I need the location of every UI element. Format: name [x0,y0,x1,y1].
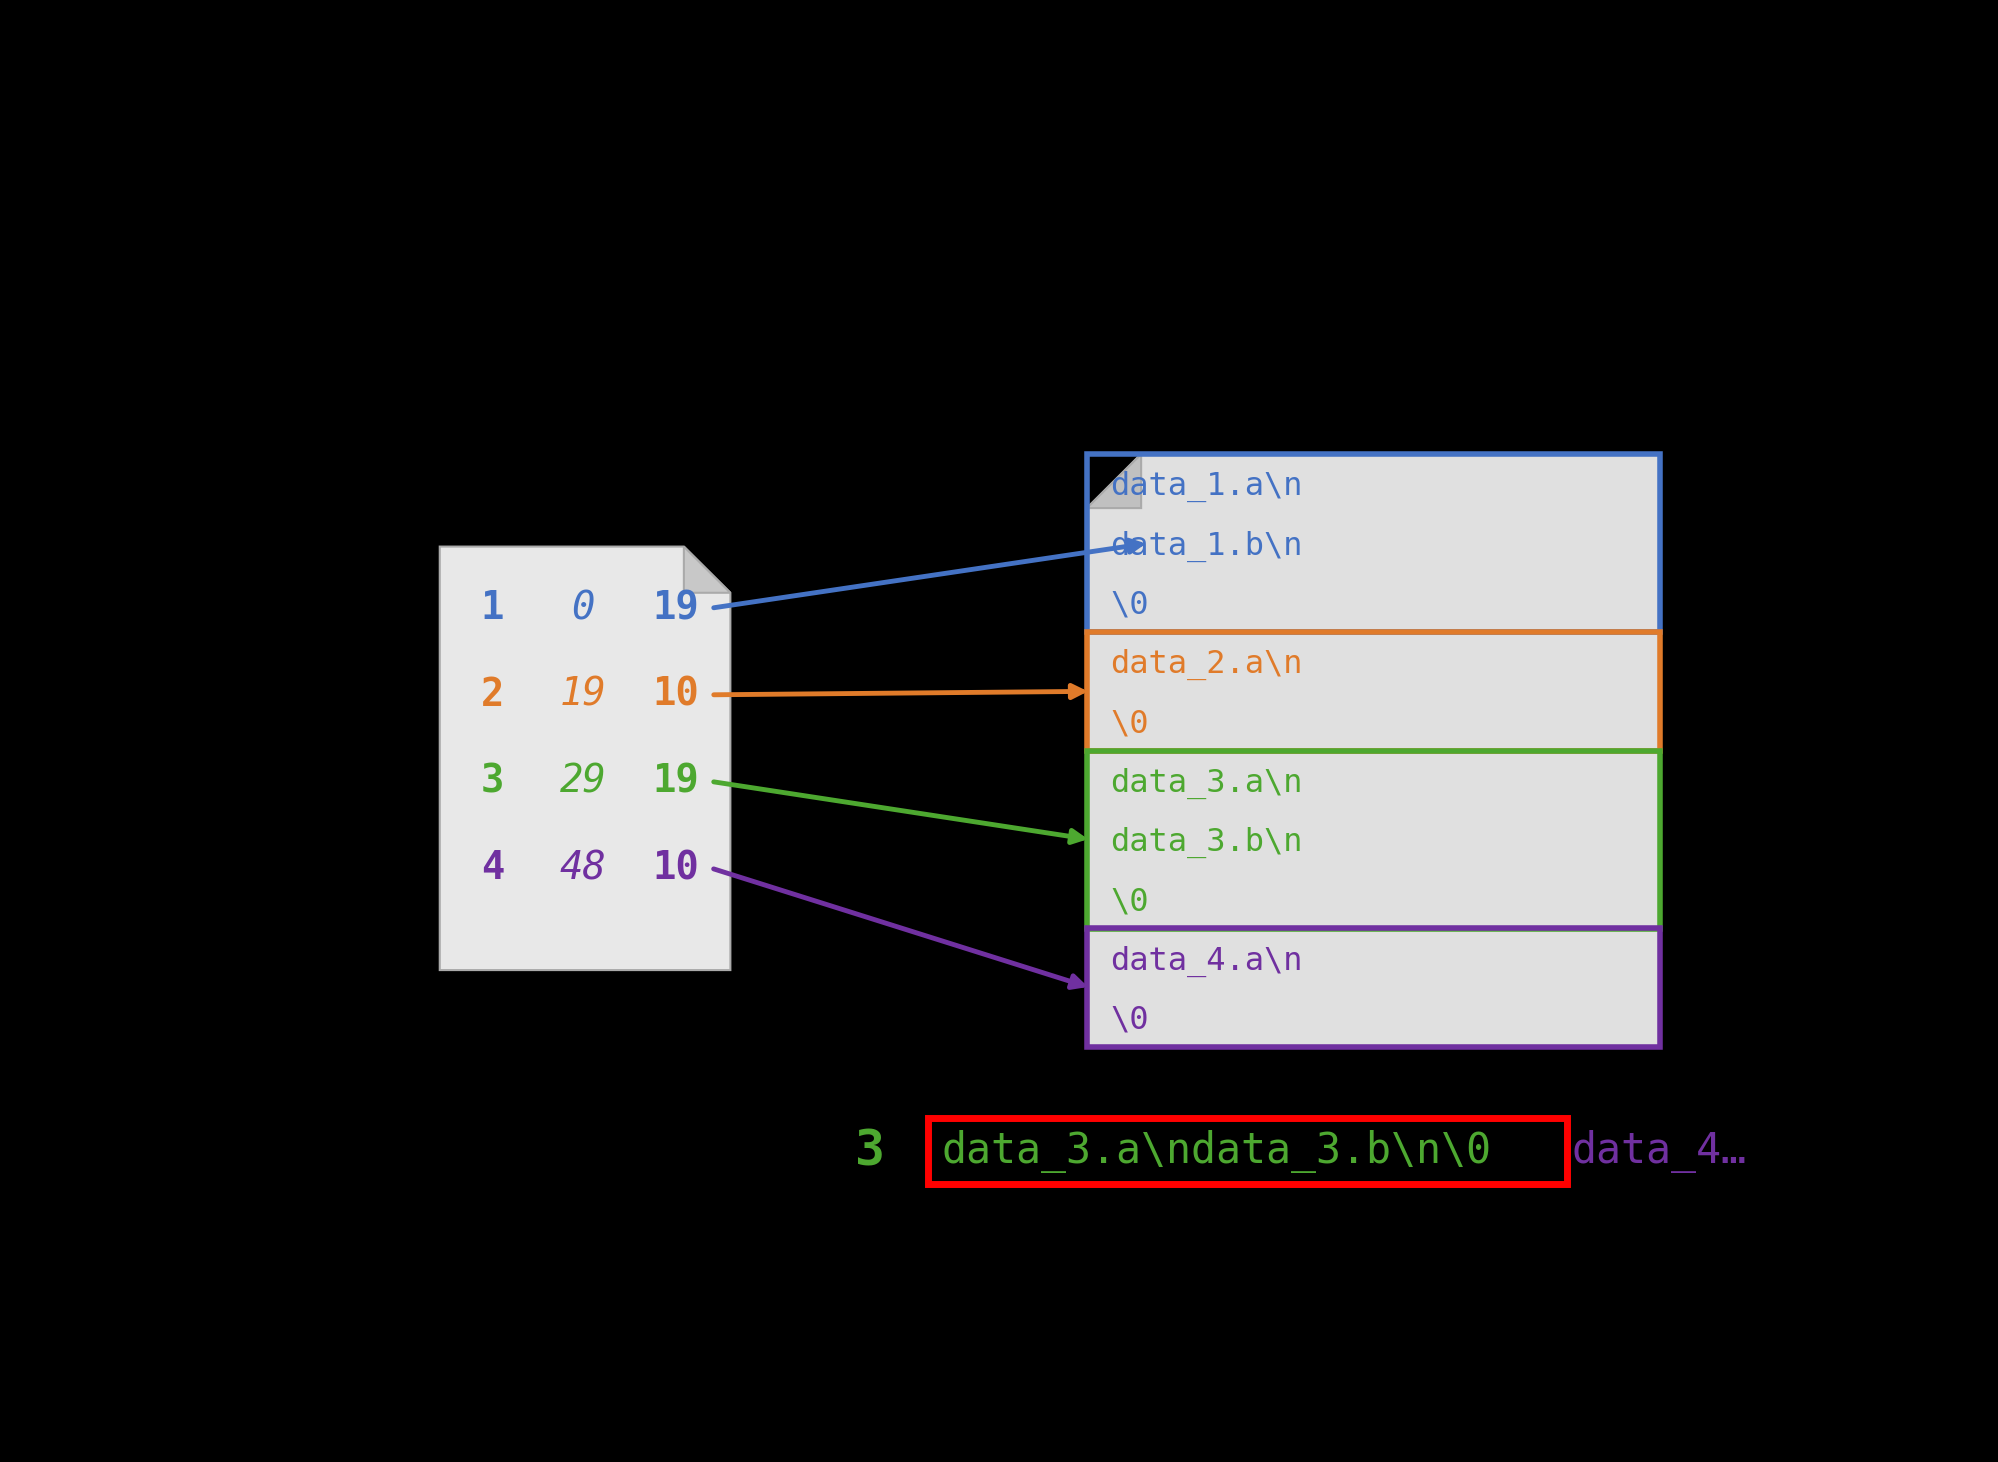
Text: 1: 1 [482,589,503,627]
Text: data_3.a\n: data_3.a\n [1109,768,1303,798]
Text: data_4…: data_4… [1570,1130,1746,1173]
Bar [1087,750,1660,928]
Text: data_3.a\ndata_3.b\n\0: data_3.a\ndata_3.b\n\0 [941,1130,1491,1173]
Bar [1087,632,1660,750]
Text: \0: \0 [1109,589,1149,621]
Text: 2: 2 [482,675,503,713]
Text: 19: 19 [653,762,699,800]
Polygon shape [1087,455,1141,509]
Bar [927,1118,1566,1184]
Text: 3: 3 [855,1127,885,1175]
Text: data_2.a\n: data_2.a\n [1109,649,1303,680]
Text: \0: \0 [1109,709,1149,740]
Text: 3: 3 [482,762,503,800]
Text: \0: \0 [1109,886,1149,917]
Polygon shape [1087,455,1660,1047]
Bar [1087,455,1660,632]
Text: data_1.a\n: data_1.a\n [1109,471,1303,503]
Text: data_4.a\n: data_4.a\n [1109,946,1303,977]
Text: data_3.b\n: data_3.b\n [1109,827,1303,858]
Text: 4: 4 [482,849,503,887]
Text: data_1.b\n: data_1.b\n [1109,531,1303,561]
Text: 19: 19 [559,675,605,713]
Text: 10: 10 [653,675,699,713]
Text: 29: 29 [559,762,605,800]
Polygon shape [440,547,729,971]
Polygon shape [683,547,729,592]
Text: 48: 48 [559,849,605,887]
Bar [1087,928,1660,1047]
Text: 0: 0 [571,589,595,627]
Text: 10: 10 [653,849,699,887]
Text: \0: \0 [1109,1004,1149,1037]
Text: 19: 19 [653,589,699,627]
